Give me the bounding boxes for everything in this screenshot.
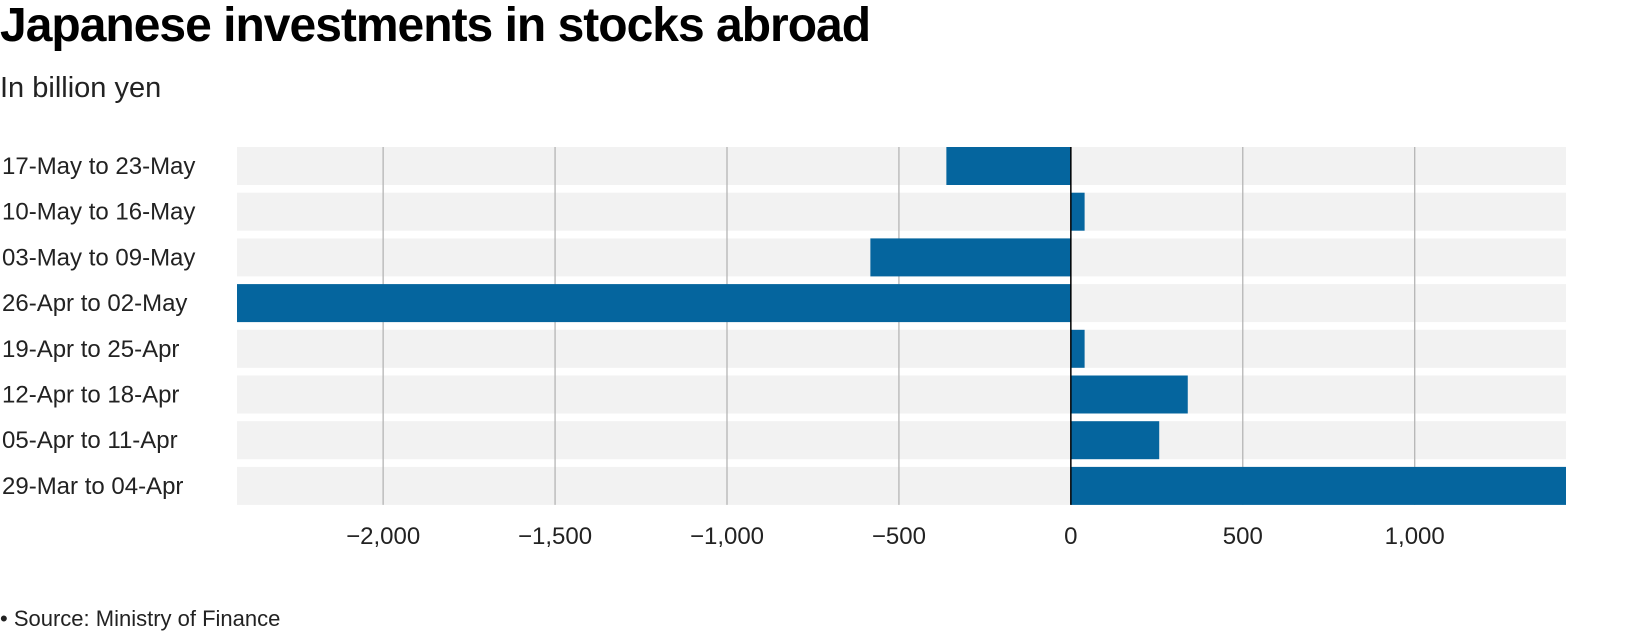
category-label: 10-May to 16-May <box>2 199 195 226</box>
bar <box>1070 329 1085 368</box>
row-band <box>237 421 1566 460</box>
row-band <box>237 375 1566 414</box>
bar-chart: 17-May to 23-May 10-May to 16-May 03-May t… <box>2 147 1566 550</box>
bar <box>1070 375 1188 414</box>
bar <box>1070 466 1566 505</box>
source-note: • Source: Ministry of Finance <box>0 606 281 631</box>
category-label: 26-Apr to 02-May <box>2 290 187 317</box>
category-label: 29-Mar to 04-Apr <box>2 473 183 500</box>
bar <box>870 238 1071 277</box>
row-band <box>237 147 1566 185</box>
bars <box>237 147 1566 505</box>
category-label: 05-Apr to 11-Apr <box>2 427 178 454</box>
chart-title: Japanese investments in stocks abroad <box>0 0 871 52</box>
category-label: 03-May to 09-May <box>2 244 195 271</box>
x-tick-label: −1,500 <box>518 523 592 550</box>
category-labels: 17-May to 23-May 10-May to 16-May 03-May t… <box>2 153 195 500</box>
x-tick-label: 0 <box>1064 523 1077 550</box>
row-band <box>237 192 1566 231</box>
chart-subtitle: In billion yen <box>0 72 162 104</box>
x-tick-label: 1,000 <box>1385 523 1445 550</box>
bar <box>946 147 1071 185</box>
row-band <box>237 329 1566 368</box>
tick-labels: −2,000 −1,500 −1,000 −500 0 500 1,000 <box>346 523 1445 550</box>
x-tick-label: −2,000 <box>346 523 420 550</box>
category-label: 17-May to 23-May <box>2 153 195 180</box>
x-tick-label: −1,000 <box>690 523 764 550</box>
bar <box>1070 421 1160 460</box>
row-bands <box>237 147 1566 505</box>
gridlines <box>382 147 1416 505</box>
category-label: 12-Apr to 18-Apr <box>2 382 179 409</box>
x-tick-label: 500 <box>1223 523 1263 550</box>
bar <box>1070 192 1085 231</box>
category-label: 19-Apr to 25-Apr <box>2 336 179 363</box>
x-tick-label: −500 <box>872 523 926 550</box>
bar <box>237 284 1071 323</box>
